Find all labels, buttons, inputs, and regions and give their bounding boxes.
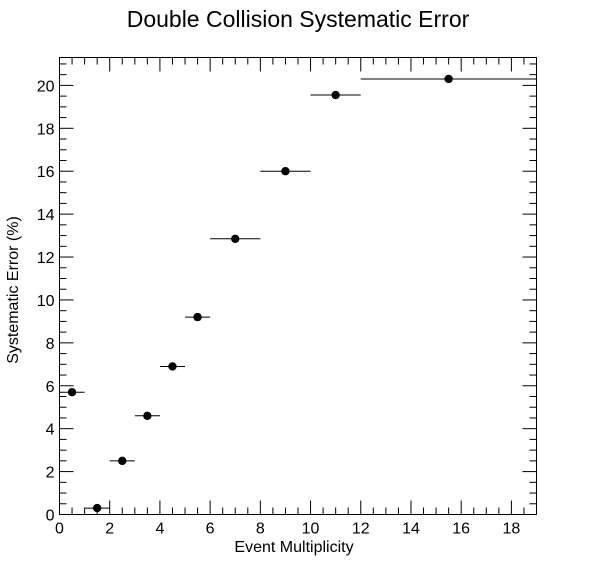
data-point [143,411,152,421]
tick-labels: 0 2 4 6 8 10 12 14 16 18 0 2 4 6 8 10 12 14 16 18 20 [37,78,521,537]
y-tick-label: 6 [46,379,55,396]
data-point [444,74,453,84]
y-tick-label: 10 [37,293,55,310]
y-tick-label: 8 [46,336,55,353]
x-tick-label: 12 [352,521,370,538]
y-tick-label: 20 [37,78,55,95]
data-point [92,503,102,513]
x-tick-label: 2 [105,521,114,538]
data-points [59,74,537,513]
data-point [168,362,177,371]
y-tick-label: 14 [37,207,55,224]
y-tick-label: 12 [37,250,55,267]
y-tick-label: 2 [46,465,55,482]
data-point [67,388,77,397]
x-tick-label: 16 [452,521,470,538]
data-point [281,167,290,176]
x-axis-label: Event Multiplicity [234,539,353,556]
y-tick-label: 16 [37,164,55,181]
plot-frame [59,57,537,515]
data-point [193,312,202,322]
y-axis-label: Systematic Error (%) [5,216,22,364]
x-tick-label: 8 [256,521,265,538]
x-tick-label: 10 [302,521,320,538]
chart-title: Double Collision Systematic Error [127,6,470,32]
data-point [118,456,127,466]
y-tick-label: 0 [46,508,55,525]
x-tick-label: 6 [206,521,215,538]
y-tick-label: 4 [46,422,55,439]
x-tick-label: 0 [55,521,64,538]
x-tick-label: 14 [402,521,420,538]
data-point [231,234,240,243]
axis-ticks [59,57,537,515]
x-tick-label: 18 [502,521,520,538]
data-point [331,90,340,100]
x-tick-label: 4 [155,521,164,538]
y-tick-label: 18 [37,121,55,138]
